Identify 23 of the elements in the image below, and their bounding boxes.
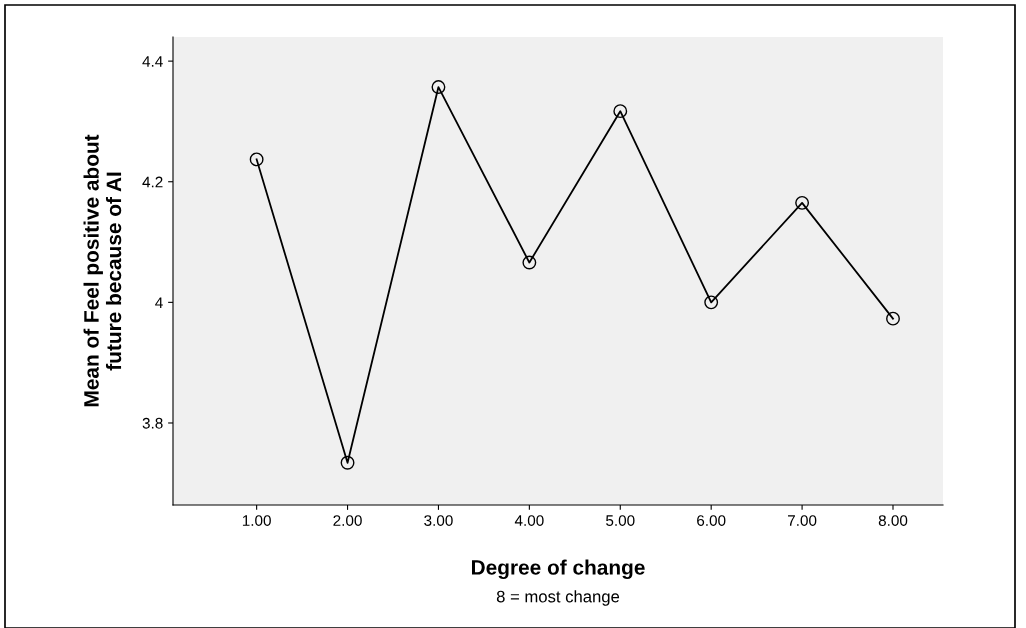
x-tick-label: 1.00 [242, 515, 271, 526]
x-tick-label: 6.00 [697, 515, 726, 526]
point [340, 455, 355, 470]
y-tick-label: 4.4 [142, 56, 163, 67]
y-tick-label: 4.2 [142, 176, 163, 188]
x-tick-label: 2.00 [333, 515, 362, 526]
point [613, 104, 628, 119]
point [795, 195, 810, 210]
x-axis-title: Degree of change [471, 559, 645, 580]
x-tick-label: 5.00 [606, 515, 635, 526]
x-tick-label: 3.00 [424, 515, 453, 526]
x-tick-label: 4.00 [514, 515, 544, 526]
point [886, 311, 900, 326]
y-axis-title: Mean of Feel positive about future because of AI [83, 134, 122, 407]
point [431, 80, 446, 95]
x-tick-label: 7.00 [788, 515, 817, 526]
y-tick-label: 4 [155, 297, 163, 308]
y-tick-label: 3.8 [142, 417, 163, 429]
x-tick-label: 8.00 [878, 515, 908, 526]
point [704, 295, 719, 310]
point [522, 255, 537, 270]
text: 8 = most change [496, 590, 620, 606]
point [249, 152, 264, 167]
